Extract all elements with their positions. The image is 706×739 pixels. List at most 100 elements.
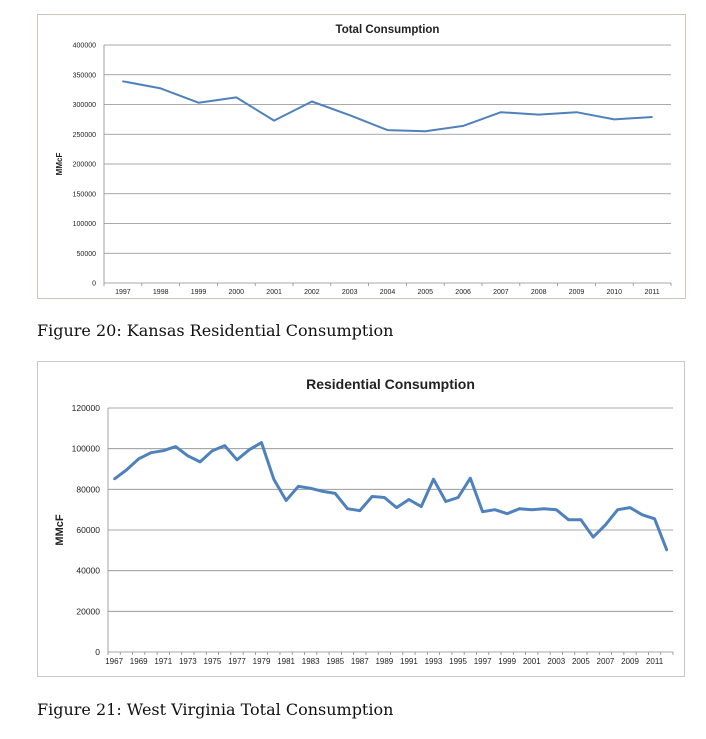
data-point <box>616 508 619 511</box>
data-point <box>235 458 238 461</box>
x-tick-label: 1967 <box>105 657 123 666</box>
x-tick-label: 2001 <box>266 289 282 296</box>
figure-21-caption: Figure 21: West Virginia Total Consumpti… <box>37 700 394 719</box>
chart-title: Total Consumption <box>336 24 440 36</box>
data-point <box>137 457 140 460</box>
x-tick-label: 2005 <box>572 657 590 666</box>
data-point <box>543 507 546 510</box>
data-point <box>537 113 540 116</box>
data-point <box>186 454 189 457</box>
data-point <box>641 513 644 516</box>
x-tick-label: 2000 <box>229 289 245 296</box>
data-point <box>162 449 165 452</box>
data-point <box>493 508 496 511</box>
data-point <box>223 444 226 447</box>
x-tick-label: 2011 <box>646 657 664 666</box>
data-point <box>199 460 202 463</box>
x-tick-label: 1977 <box>228 657 246 666</box>
data-point <box>469 477 472 480</box>
data-point <box>420 505 423 508</box>
kansas-chart-plot: Total Consumption 0 50000 100000 150000 20000… <box>55 24 672 296</box>
x-tick-label: 1979 <box>253 657 271 666</box>
x-tick-label: 1991 <box>400 657 418 666</box>
figure-20-caption: Figure 20: Kansas Residential Consumptio… <box>37 321 394 340</box>
x-tick-label: 2003 <box>342 289 358 296</box>
series-line <box>122 80 653 133</box>
x-tick-label: 1987 <box>351 657 369 666</box>
data-point <box>506 512 509 515</box>
data-point <box>285 499 288 502</box>
y-tick-label: 100000 <box>73 221 96 228</box>
y-tick-label: 0 <box>95 647 100 657</box>
x-tick-label: 2009 <box>621 657 639 666</box>
data-point <box>334 492 337 495</box>
chart-title: Residential Consumption <box>306 376 475 392</box>
x-tick-label: 1973 <box>179 657 197 666</box>
y-tick-label: 0 <box>92 281 96 288</box>
x-tick-label: 1969 <box>130 657 148 666</box>
y-tick-label: 20000 <box>76 606 100 616</box>
data-point <box>159 87 162 90</box>
data-point <box>500 111 502 114</box>
data-point <box>260 441 263 444</box>
data-point <box>481 510 484 513</box>
x-tick-label: 2006 <box>455 289 471 296</box>
data-point <box>651 116 653 118</box>
data-point <box>309 487 312 490</box>
x-tick-label: 2004 <box>380 289 396 296</box>
data-point <box>395 506 398 509</box>
data-point <box>273 119 275 122</box>
x-tick-label: 2005 <box>418 289 434 296</box>
x-tick-label: 1981 <box>277 657 295 666</box>
data-point <box>113 478 116 481</box>
data-point <box>248 448 251 451</box>
west-virginia-chart: Residential Consumption 0 20000 40000 60000 8… <box>37 361 685 677</box>
x-tick-label: 2003 <box>547 657 565 666</box>
data-point <box>371 495 374 498</box>
y-tick-label: 100000 <box>72 444 101 454</box>
x-tick-label: 1989 <box>375 657 393 666</box>
data-point <box>604 523 607 526</box>
data-point <box>457 496 460 499</box>
x-tick-label: 1993 <box>425 657 443 666</box>
data-point <box>311 100 313 103</box>
data-point <box>272 478 275 481</box>
y-tick-label: 250000 <box>73 132 96 139</box>
data-point <box>555 508 558 511</box>
data-point <box>462 125 464 127</box>
y-axis-label: MMcF <box>54 514 66 545</box>
x-tick-label: 1997 <box>115 289 131 296</box>
data-point <box>424 130 427 133</box>
data-point <box>567 518 570 521</box>
data-point <box>518 507 521 510</box>
y-axis-label: MMcF <box>55 153 64 176</box>
data-point <box>235 96 238 99</box>
data-point <box>321 490 324 493</box>
x-tick-label: 1983 <box>302 657 320 666</box>
data-point <box>122 80 124 83</box>
x-tick-label: 1975 <box>204 657 222 666</box>
y-tick-label: 50000 <box>77 251 97 258</box>
data-point <box>346 507 349 510</box>
y-tick-label: 400000 <box>73 43 96 50</box>
data-point <box>579 518 582 521</box>
data-point <box>444 500 447 503</box>
data-point <box>174 445 177 448</box>
data-point <box>211 449 214 452</box>
y-tick-label: 200000 <box>73 162 96 169</box>
series-line <box>113 441 669 551</box>
x-tick-label: 1999 <box>498 657 516 666</box>
x-tick-label: 1999 <box>191 289 207 296</box>
x-tick-label: 2002 <box>304 289 320 296</box>
y-tick-label: 40000 <box>76 566 100 576</box>
data-point <box>386 129 389 131</box>
data-point <box>575 111 578 114</box>
data-point <box>407 498 410 501</box>
y-tick-label: 60000 <box>76 525 100 535</box>
x-tick-label: 1995 <box>449 657 467 666</box>
x-tick-label: 2010 <box>607 289 623 296</box>
data-point <box>665 549 668 552</box>
data-point <box>149 451 152 454</box>
data-point <box>629 506 632 509</box>
y-tick-label: 300000 <box>73 102 96 109</box>
